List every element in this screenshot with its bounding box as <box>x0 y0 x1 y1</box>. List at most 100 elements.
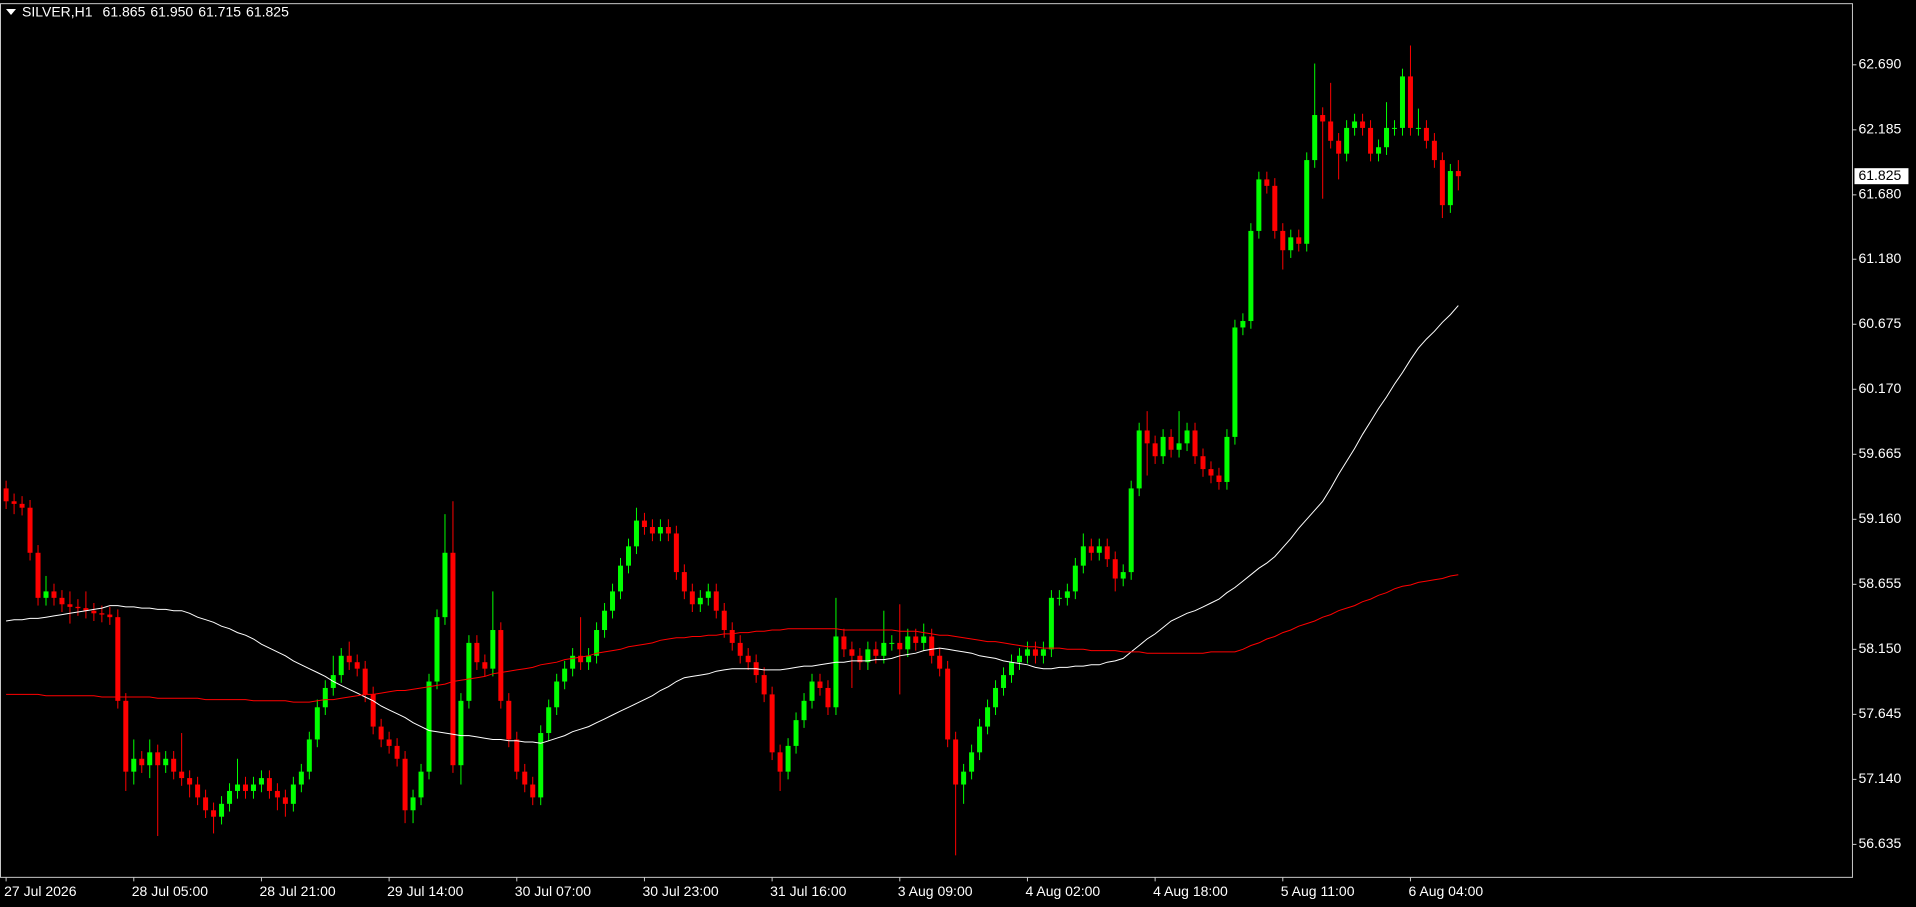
candle-body <box>865 649 871 663</box>
y-tick-label: 62.185 <box>1858 121 1901 137</box>
candle-body <box>290 784 296 804</box>
y-tick-label: 61.180 <box>1858 250 1901 266</box>
candle-body <box>586 655 592 663</box>
candle-body <box>1336 140 1342 154</box>
candle-body <box>266 778 272 791</box>
moving-average <box>6 305 1459 744</box>
x-tick-label: 30 Jul 23:00 <box>642 883 718 899</box>
candle-body <box>163 758 169 766</box>
candle-body <box>179 771 185 779</box>
candle-body <box>841 636 847 650</box>
candle-body <box>1128 488 1134 573</box>
y-tick-label: 62.690 <box>1858 56 1901 72</box>
y-tick-label: 57.645 <box>1858 705 1901 721</box>
candle-body <box>570 655 576 669</box>
candle-body <box>426 681 432 772</box>
candle-body <box>43 591 49 598</box>
candle-body <box>322 687 328 708</box>
x-tick-label: 6 Aug 04:00 <box>1408 883 1483 899</box>
candle-body <box>530 784 536 798</box>
candle-body <box>1248 230 1254 322</box>
candle-body <box>745 655 751 663</box>
candle-body <box>546 707 552 734</box>
candle-body <box>1296 237 1302 244</box>
candle-body <box>554 681 560 708</box>
candle-body <box>1208 469 1214 476</box>
candle-body <box>203 797 209 811</box>
candle-body <box>474 642 480 663</box>
y-tick-label: 59.665 <box>1858 445 1901 461</box>
candle-body <box>442 552 448 618</box>
candle-body <box>394 745 400 759</box>
candle-body <box>498 630 504 701</box>
chart-title: SILVER,H1 <box>22 4 93 20</box>
candle-body <box>610 591 616 611</box>
moving-average <box>6 574 1459 703</box>
candle-body <box>1272 185 1278 231</box>
candle-body <box>1240 321 1246 328</box>
candle-body <box>171 758 177 772</box>
candle-body <box>434 617 440 682</box>
candle-body <box>115 617 121 701</box>
candle-body <box>402 758 408 811</box>
candle-body <box>314 707 320 740</box>
candle-body <box>1399 76 1405 128</box>
candle-body <box>59 597 65 605</box>
candle-body <box>107 614 113 618</box>
candle-body <box>1136 430 1142 489</box>
candle-body <box>641 520 647 528</box>
candle-body <box>219 803 225 817</box>
candle-body <box>418 771 424 798</box>
y-tick-label: 57.140 <box>1858 770 1901 786</box>
candle-body <box>1439 160 1445 206</box>
candle-body <box>1304 160 1310 244</box>
candle-body <box>729 630 735 643</box>
plot-frame <box>0 3 1853 878</box>
candle-body <box>1455 171 1461 177</box>
candle-body <box>1152 443 1158 457</box>
candle-body <box>1088 546 1094 553</box>
candle-body <box>1264 179 1270 186</box>
candle-body <box>131 758 137 772</box>
candle-body <box>721 610 727 631</box>
y-tick-label: 58.150 <box>1858 640 1901 656</box>
candle-body <box>602 610 608 631</box>
candle-body <box>697 597 703 605</box>
candle-body <box>211 810 217 817</box>
candle-body <box>99 613 105 615</box>
candle-body <box>538 733 544 798</box>
candle-body <box>378 726 384 740</box>
candle-body <box>522 771 528 785</box>
candle-body <box>506 700 512 740</box>
candle-body <box>793 720 799 746</box>
menu-arrow[interactable] <box>6 9 16 15</box>
candle-body <box>633 520 639 547</box>
candle-body <box>67 604 73 607</box>
candle-body <box>1415 127 1421 129</box>
y-tick-label: 61.680 <box>1858 186 1901 202</box>
candle-body <box>1112 559 1118 579</box>
candle-body <box>362 668 368 695</box>
candle-body <box>873 649 879 656</box>
candle-body <box>657 527 663 534</box>
candle-body <box>1192 430 1198 457</box>
candle-body <box>195 784 201 798</box>
candle-body <box>1384 127 1390 148</box>
candle-body <box>1064 591 1070 598</box>
candle-body <box>450 552 456 766</box>
header-value: 61.715 <box>198 4 241 20</box>
x-tick-label: 30 Jul 07:00 <box>515 883 591 899</box>
candle-body <box>1168 436 1174 450</box>
candle-body <box>1344 127 1350 154</box>
candle-body <box>961 771 967 785</box>
candle-body <box>354 662 360 669</box>
candle-body <box>777 752 783 772</box>
candle-body <box>1008 662 1014 676</box>
candle-body <box>386 739 392 746</box>
y-tick-label: 60.675 <box>1858 315 1901 331</box>
candle-body <box>187 778 193 785</box>
candle-body <box>1144 430 1150 444</box>
candle-body <box>905 636 911 650</box>
candle-body <box>817 681 823 688</box>
candle-body <box>51 591 57 598</box>
